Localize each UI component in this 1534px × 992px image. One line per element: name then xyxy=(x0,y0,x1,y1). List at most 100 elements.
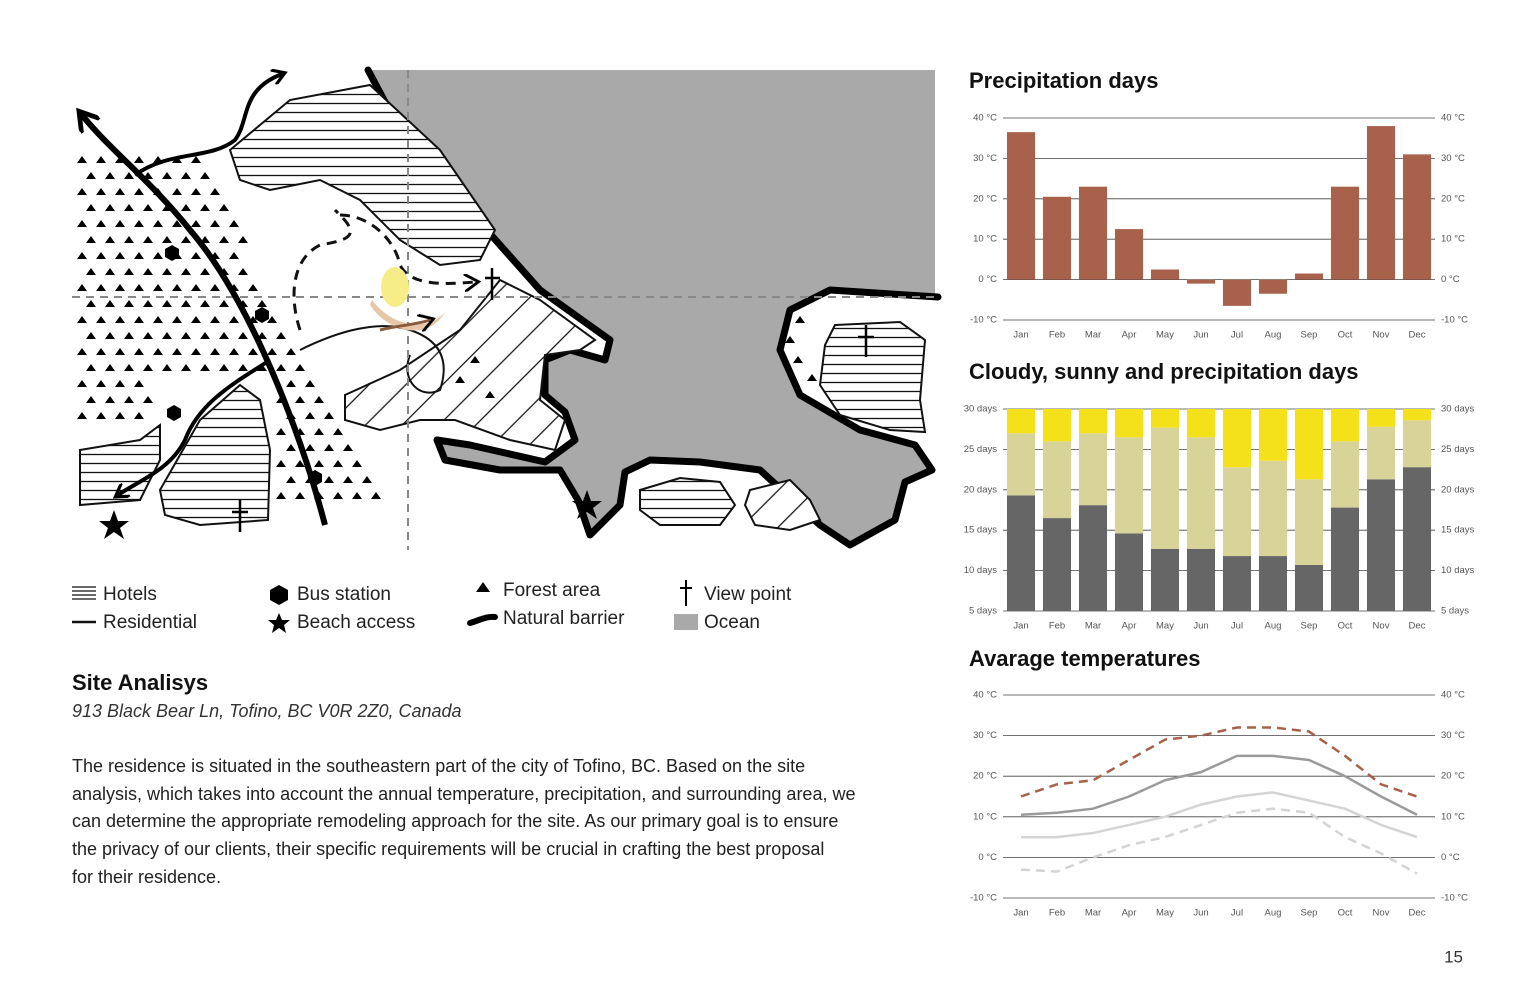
paragraph-line: The residence is situated in the southea… xyxy=(72,756,805,776)
ocean xyxy=(368,70,935,545)
tree xyxy=(305,444,315,451)
line-series xyxy=(1021,791,1418,839)
tree xyxy=(238,236,248,243)
tree xyxy=(324,444,334,451)
tree xyxy=(785,336,795,343)
x-tick-label: Aug xyxy=(1265,330,1282,341)
legend-icon xyxy=(467,613,498,626)
tree xyxy=(143,172,153,179)
y-tick-label: 30 °C xyxy=(973,153,997,164)
tree xyxy=(305,380,315,387)
x-tick-label: Aug xyxy=(1265,621,1282,632)
x-tick-label: Jul xyxy=(1231,908,1243,919)
y-tick-label: 10 °C xyxy=(973,234,997,245)
tree xyxy=(219,300,229,307)
tree xyxy=(362,476,372,483)
y-tick-label: 10 days xyxy=(964,565,998,576)
tree xyxy=(210,284,220,291)
tree xyxy=(124,396,134,403)
tree xyxy=(77,348,87,355)
y2-tick-label: 10 days xyxy=(1441,565,1475,576)
bar-segment xyxy=(1402,467,1432,611)
tree xyxy=(248,316,258,323)
tree xyxy=(77,252,87,259)
tree xyxy=(229,316,239,323)
legend-label: Bus station xyxy=(297,584,391,605)
tree xyxy=(124,204,134,211)
tree xyxy=(238,364,248,371)
tree xyxy=(115,156,125,163)
tree xyxy=(200,204,210,211)
tree xyxy=(143,364,153,371)
bar xyxy=(1006,132,1036,280)
bar-segment xyxy=(1294,409,1324,480)
hotel-zone xyxy=(639,476,737,526)
legend-label: Hotels xyxy=(103,584,157,605)
bar-segment xyxy=(1366,479,1396,611)
tree xyxy=(191,252,201,259)
x-tick-label: Jun xyxy=(1193,330,1208,341)
bar-segment xyxy=(1114,437,1144,534)
bar-segment xyxy=(1366,426,1396,480)
bar-segment xyxy=(1222,556,1252,611)
tree xyxy=(96,348,106,355)
tree xyxy=(162,172,172,179)
chart-title: Cloudy, sunny and precipitation days xyxy=(969,359,1359,384)
tree xyxy=(105,268,115,275)
site-highlight xyxy=(381,267,409,307)
y2-tick-label: 40 °C xyxy=(1441,113,1465,124)
line-series xyxy=(1020,807,1418,875)
dashed-line xyxy=(72,70,935,550)
tree xyxy=(343,444,353,451)
tree xyxy=(276,364,286,371)
bar-segment xyxy=(1330,409,1360,442)
beach-access xyxy=(99,490,602,539)
tree xyxy=(352,460,362,467)
bar-segment xyxy=(1294,564,1324,611)
x-tick-label: Feb xyxy=(1049,908,1065,919)
x-tick-label: Dec xyxy=(1409,621,1426,632)
bar-segment xyxy=(1258,409,1288,461)
y2-tick-label: 40 °C xyxy=(1441,690,1465,701)
legend-label: Forest area xyxy=(503,580,601,601)
tree xyxy=(153,156,163,163)
paragraph-line: the privacy of our clients, their specif… xyxy=(72,839,824,859)
tree xyxy=(143,396,153,403)
tree xyxy=(143,332,153,339)
tree xyxy=(333,460,343,467)
x-tick-label: Jan xyxy=(1013,330,1028,341)
y-tick-label: 15 days xyxy=(964,525,998,536)
tree xyxy=(286,444,296,451)
natural-barrier xyxy=(364,66,942,549)
tree xyxy=(191,348,201,355)
tree xyxy=(219,268,229,275)
tree xyxy=(86,236,96,243)
tree xyxy=(276,492,286,499)
arrow xyxy=(133,74,282,177)
bar-segment xyxy=(1186,437,1216,549)
x-tick-label: Sep xyxy=(1301,908,1318,919)
tree xyxy=(333,428,343,435)
bar xyxy=(1042,196,1072,280)
tree xyxy=(181,300,191,307)
tree xyxy=(257,332,267,339)
tree xyxy=(343,476,353,483)
bar-segment xyxy=(1150,548,1180,611)
tree xyxy=(172,316,182,323)
tree xyxy=(124,236,134,243)
tree xyxy=(238,332,248,339)
tree xyxy=(276,460,286,467)
bus-stations xyxy=(165,245,322,486)
y-tick-label: -10 °C xyxy=(970,893,997,904)
tree xyxy=(96,380,106,387)
bar-segment xyxy=(1258,460,1288,557)
y2-tick-label: 25 days xyxy=(1441,444,1475,455)
x-tick-label: Jun xyxy=(1193,621,1208,632)
view-points xyxy=(232,268,874,532)
tree xyxy=(295,460,305,467)
legend-label: Residential xyxy=(103,612,197,633)
bar-segment xyxy=(1294,479,1324,565)
legend-icon xyxy=(476,582,490,592)
tree xyxy=(238,300,248,307)
